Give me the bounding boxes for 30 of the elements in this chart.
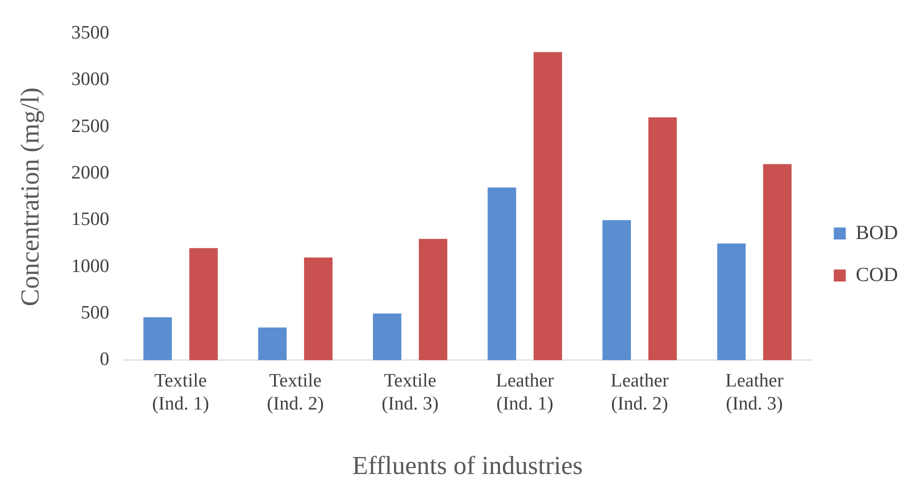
- y-axis-title: Concentration (mg/l): [15, 87, 44, 306]
- bar: [648, 117, 677, 360]
- y-tick-label: 0: [100, 349, 110, 370]
- x-tick-label: Leather (Ind. 2): [610, 370, 670, 414]
- bar: [304, 257, 333, 360]
- bar: [189, 248, 218, 360]
- bar: [488, 187, 516, 360]
- bar: [143, 317, 172, 360]
- bar: [372, 314, 402, 360]
- bar: [418, 238, 448, 360]
- x-tick-label: Textile (Ind. 1): [152, 370, 210, 414]
- y-tick-label: 2500: [71, 116, 110, 137]
- x-tick-label: Leather (Ind. 1): [496, 370, 555, 414]
- bar: [717, 243, 746, 360]
- legend-label: COD: [856, 264, 898, 286]
- bar: [602, 220, 631, 360]
- y-tick-label: 3500: [71, 22, 110, 44]
- x-tick-label: Textile (Ind. 2): [266, 370, 324, 414]
- x-tick-label: Textile (Ind. 3): [382, 370, 439, 414]
- legend-label: BOD: [856, 222, 898, 244]
- y-tick-label: 500: [80, 302, 110, 324]
- x-axis-title: Effluents of industries: [352, 451, 583, 480]
- bar: [534, 52, 562, 360]
- y-tick-label: 2000: [71, 162, 110, 184]
- bar: [258, 328, 287, 360]
- y-tick-label: 1500: [71, 209, 110, 230]
- bar: [763, 164, 792, 360]
- x-tick-label: Leather (Ind. 3): [725, 370, 784, 414]
- y-tick-label: 3000: [71, 69, 110, 90]
- y-tick-label: 1000: [71, 256, 110, 277]
